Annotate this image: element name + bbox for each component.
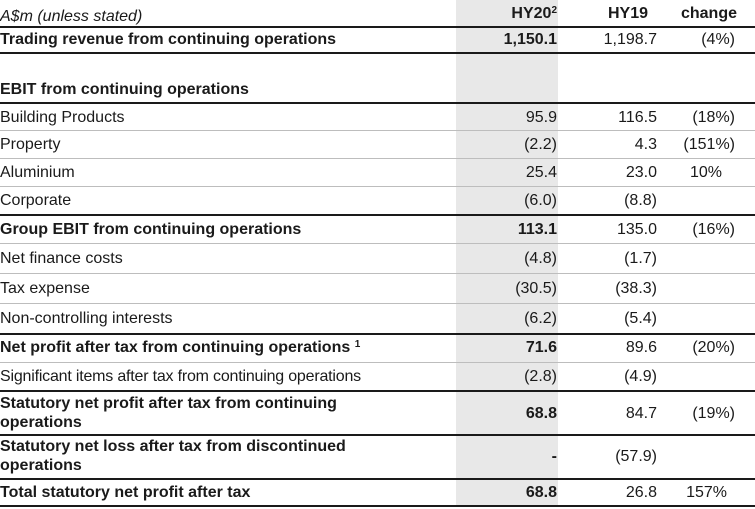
row-hy19: (5.4): [624, 310, 657, 327]
row-divider: [0, 362, 755, 363]
row-hy20: 68.8: [525, 484, 557, 501]
row-label: Net finance costs: [0, 250, 123, 267]
row-divider: [0, 158, 755, 159]
row-divider: [0, 390, 755, 392]
hy20-header: HY202: [511, 4, 557, 23]
row-hy20: (30.5): [515, 280, 557, 297]
row-divider: [0, 52, 755, 54]
row-label: Group EBIT from continuing operations: [0, 221, 302, 238]
row-hy19: 23.0: [625, 164, 657, 181]
row-label: EBIT from continuing operations: [0, 81, 249, 98]
row-change: (18%): [692, 109, 735, 126]
row-divider: [0, 130, 755, 131]
row-label: Property: [0, 136, 61, 153]
row-hy20: 68.8: [525, 405, 557, 422]
row-change: 10%: [689, 164, 722, 181]
row-change: (20%): [692, 339, 735, 356]
row-hy20: -: [551, 448, 557, 465]
row-hy19: 4.3: [634, 136, 657, 153]
row-hy20: 25.4: [525, 164, 557, 181]
row-divider: [0, 478, 755, 480]
row-change: (4%): [701, 31, 735, 48]
row-hy19: 116.5: [618, 109, 657, 126]
row-label: Trading revenue from continuing operatio…: [0, 31, 337, 48]
row-divider: [0, 186, 755, 187]
row-hy19: (1.7): [624, 250, 657, 267]
row-divider: [0, 434, 755, 436]
row-change: (151%): [683, 136, 735, 153]
header-divider: [0, 26, 755, 28]
row-hy20: (4.8): [524, 250, 557, 267]
row-divider: [0, 214, 755, 216]
row-label: Building Products: [0, 109, 125, 126]
row-label: Aluminium: [0, 164, 75, 181]
row-footnote: 1: [354, 339, 361, 350]
hy20-header-text: HY20: [511, 5, 552, 22]
row-divider: [0, 243, 755, 244]
hy19-header: HY19: [607, 5, 648, 22]
row-label: Non-controlling interests: [0, 310, 173, 327]
row-hy19: (38.3): [615, 280, 657, 297]
row-label: Significant items after tax from continu…: [0, 368, 361, 385]
row-hy19: (57.9): [615, 448, 657, 465]
row-label: Statutory net loss after tax from discon…: [0, 438, 346, 474]
row-change: 157%: [686, 484, 727, 501]
hy20-footnote: 2: [551, 5, 557, 16]
row-hy19: 89.6: [625, 339, 657, 356]
row-divider: [0, 102, 755, 104]
row-label: Corporate: [0, 192, 72, 209]
row-hy19: 135.0: [616, 221, 657, 238]
table-bottom-border: [0, 505, 755, 507]
row-hy19: 1,198.7: [603, 31, 657, 48]
row-label: Tax expense: [0, 280, 90, 297]
row-change: (19%): [692, 405, 735, 422]
row-hy20: 1,150.1: [503, 31, 557, 48]
row-divider: [0, 273, 755, 274]
row-label: Net profit after tax from continuing ope…: [0, 338, 360, 357]
row-divider: [0, 333, 755, 335]
row-label: Total statutory net profit after tax: [0, 484, 251, 501]
row-hy19: (8.8): [624, 192, 657, 209]
row-hy20: (2.8): [524, 368, 557, 385]
row-hy20: 71.6: [525, 339, 557, 356]
units-label: A$m (unless stated): [0, 8, 143, 25]
row-hy20: (6.2): [524, 310, 557, 327]
row-label-text: Net profit after tax from continuing ope…: [0, 339, 351, 356]
hy20-column-highlight: [456, 0, 558, 505]
row-hy19: 84.7: [625, 405, 657, 422]
row-change: (16%): [692, 221, 735, 238]
row-hy19: 26.8: [625, 484, 657, 501]
row-hy20: 113.1: [517, 221, 557, 238]
row-hy20: (6.0): [524, 192, 557, 209]
row-hy20: 95.9: [525, 109, 557, 126]
row-label: Statutory net profit after tax from cont…: [0, 395, 337, 431]
row-hy19: (4.9): [624, 368, 657, 385]
row-hy20: (2.2): [524, 136, 557, 153]
change-header: change: [680, 5, 737, 22]
row-divider: [0, 303, 755, 304]
